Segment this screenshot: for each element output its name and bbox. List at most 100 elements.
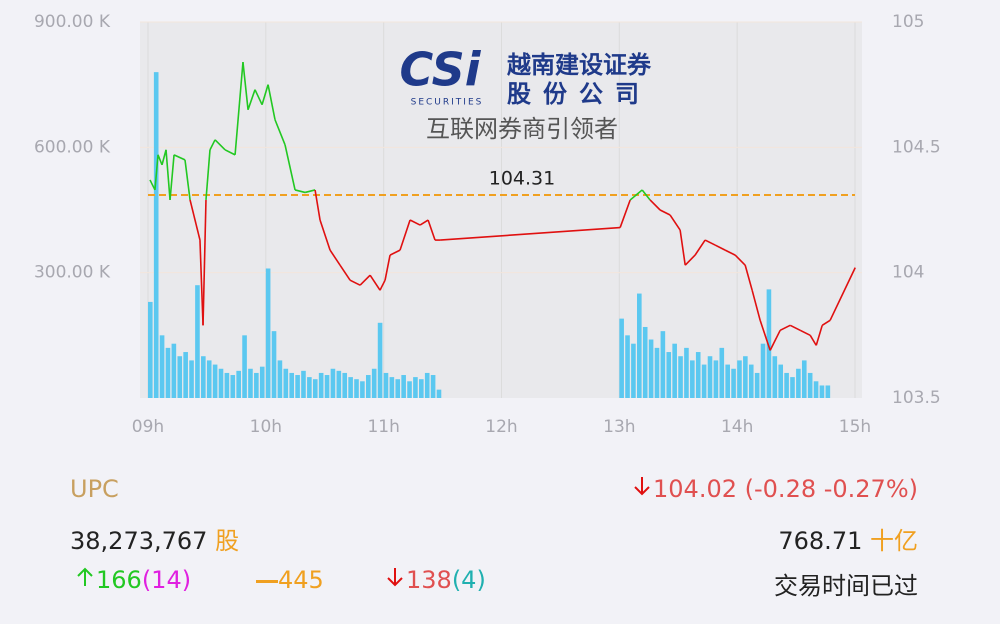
price-segment: [679, 229, 686, 266]
price-segment: [154, 154, 159, 191]
down-arrow: [634, 477, 650, 496]
price-segment: [629, 189, 643, 201]
volume-bar: [330, 368, 336, 398]
price-segment: [751, 290, 761, 321]
volume-bar: [289, 372, 294, 398]
price-segment: [694, 239, 706, 256]
volume-bar: [672, 343, 677, 398]
price-segment: [427, 219, 436, 241]
price-segment: [261, 84, 269, 105]
price-segment: [267, 84, 276, 120]
price-segment: [649, 199, 661, 211]
volume-bar: [430, 375, 436, 398]
volume-bar: [625, 335, 630, 398]
volume-bar: [242, 335, 247, 398]
volume-bar: [760, 343, 766, 398]
y-tick-label: 300.00 K: [34, 263, 111, 283]
volume-bar: [195, 285, 200, 398]
volume: 38,273,767 股: [70, 521, 239, 556]
price-segment: [419, 219, 429, 226]
y2-tick-label: 103.5: [892, 388, 941, 408]
volume-bar: [171, 343, 177, 398]
volume-bar: [719, 347, 725, 398]
price-segment: [329, 249, 341, 266]
price-segment: [821, 319, 831, 326]
price-segment: [242, 62, 249, 110]
volume-bar: [377, 322, 383, 398]
price-segment: [734, 254, 746, 266]
flat-dash: [256, 579, 278, 583]
volume-bar: [183, 352, 188, 398]
price-segment: [704, 239, 716, 246]
volume-bar: [159, 335, 165, 398]
volume-bar: [218, 368, 224, 398]
price-segment: [409, 219, 421, 226]
y-tick-label: 600.00 K: [34, 137, 111, 157]
price-segment: [157, 154, 163, 166]
volume-bar: [754, 372, 760, 398]
unchanged: 445: [256, 566, 324, 594]
volume-bar: [766, 289, 772, 398]
price-segment: [254, 89, 263, 106]
volume-bar: [801, 360, 807, 398]
volume-bar: [725, 364, 730, 398]
volume-bar: [336, 370, 342, 398]
logo-tag: SECURITIES: [411, 98, 484, 108]
volume-bar: [259, 366, 265, 398]
volume-bar: [701, 364, 707, 398]
price-segment: [815, 325, 824, 346]
price-segment: [384, 254, 391, 281]
volume-bar: [212, 364, 218, 398]
price-segment: [234, 62, 244, 155]
volume-bar: [248, 368, 253, 398]
price-change: 104.02 (-0.28 -0.27%): [631, 475, 918, 503]
declines: 138(4): [384, 566, 486, 594]
price-segment: [714, 244, 726, 251]
price-segment: [165, 149, 171, 201]
logo-mark: CSi: [399, 43, 481, 97]
logo-name: 越南建设证券: [507, 51, 652, 79]
volume-bar: [424, 372, 430, 398]
price-segment: [641, 189, 651, 201]
x-tick-label: 10h: [250, 417, 282, 437]
price-segment: [769, 329, 781, 351]
volume-bar: [419, 379, 424, 398]
x-tick-label: 12h: [485, 417, 517, 437]
volume-bar: [265, 268, 271, 398]
volume-bar: [312, 379, 318, 398]
price-segment: [247, 89, 256, 110]
flat-count: 445: [278, 566, 324, 594]
change: (-0.28 -0.27%): [744, 475, 918, 503]
price-segment: [274, 119, 286, 146]
price-segment: [209, 139, 216, 151]
floor-count: (4): [451, 566, 486, 594]
price-segment: [161, 149, 167, 166]
ceiling-count: (14): [141, 566, 192, 594]
y-tick-label: 900.00 K: [34, 12, 111, 32]
volume-bar: [637, 293, 642, 398]
price-segment: [169, 154, 175, 201]
price-segment: [319, 219, 331, 251]
price-segment: [759, 320, 771, 351]
price-segment: [189, 199, 201, 241]
x-tick-label: 15h: [839, 417, 871, 437]
volume-bar: [678, 356, 683, 398]
price-segment: [829, 267, 856, 321]
volume-bar: [177, 356, 183, 398]
volume-bar: [772, 356, 778, 398]
volume-bar: [342, 372, 348, 398]
volume-bar: [201, 356, 206, 398]
volume-bar: [365, 375, 371, 398]
volume-bar: [654, 347, 660, 398]
volume-bar: [807, 372, 813, 398]
volume-bar: [690, 360, 695, 398]
volume-bar: [206, 360, 212, 398]
price-segment: [779, 324, 791, 332]
volume-bar: [271, 331, 277, 398]
volume-bar: [407, 381, 412, 398]
volume-bar: [743, 356, 748, 398]
volume-bar: [619, 318, 624, 398]
volume-bar: [389, 377, 395, 398]
volume-bar: [283, 368, 289, 398]
price-segment: [284, 144, 296, 191]
